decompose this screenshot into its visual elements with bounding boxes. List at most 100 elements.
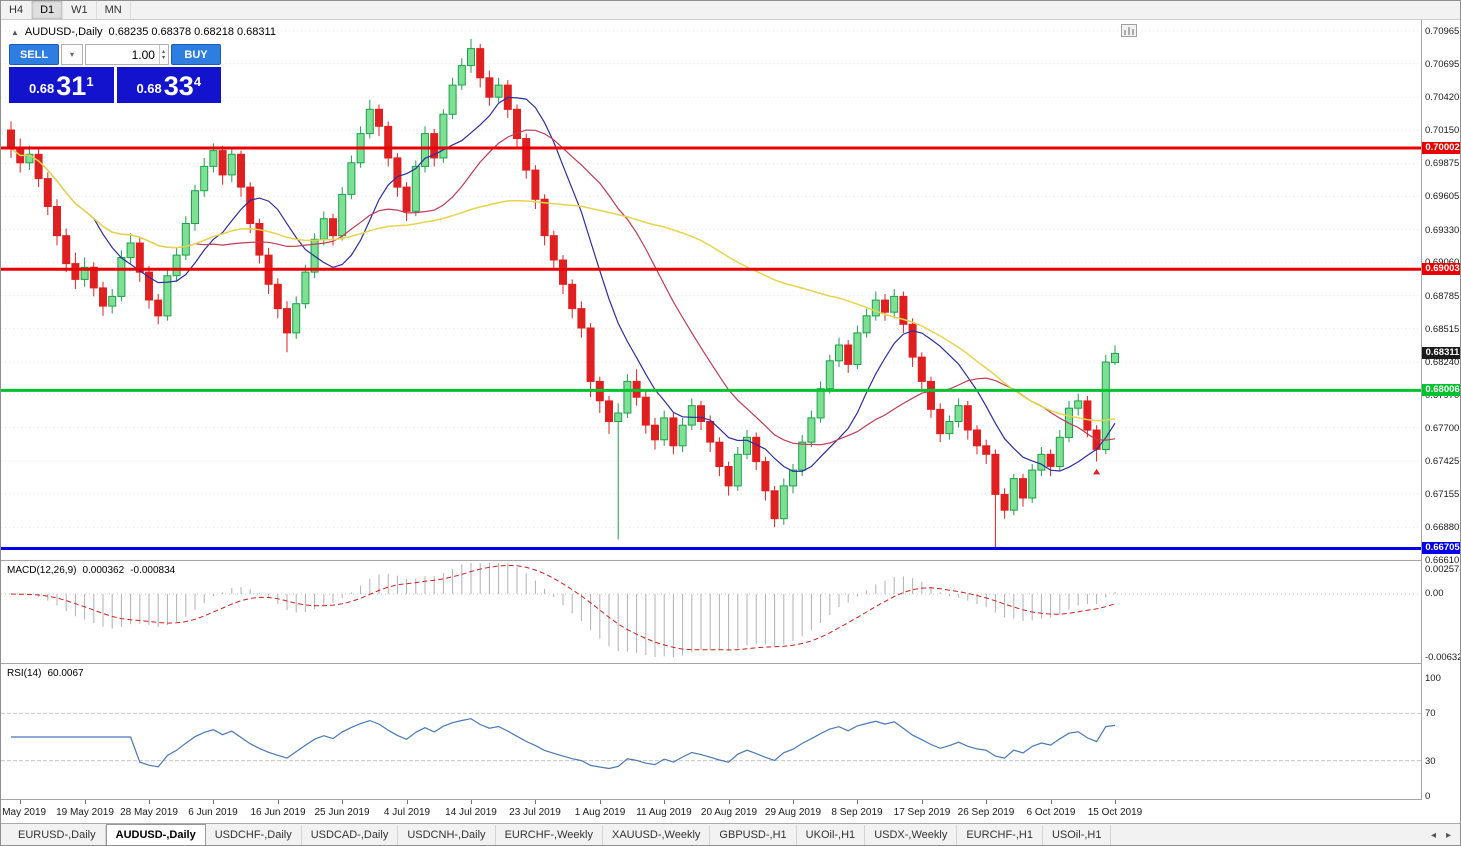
chart-tab-usdchf-daily[interactable]: USDCHF-,Daily: [206, 825, 302, 845]
collapse-panel-icon[interactable]: ▲: [11, 27, 19, 37]
date-label: 11 Aug 2019: [636, 807, 692, 818]
timeframe-button-mn[interactable]: MN: [97, 1, 131, 19]
chart-title: ▲ AUDUSD-,Daily 0.68235 0.68378 0.68218 …: [11, 26, 276, 38]
macd-signal-value: -0.000834: [130, 565, 176, 576]
chart-window-icon[interactable]: [1121, 24, 1137, 37]
price-tick-label: 0.67425: [1425, 456, 1460, 467]
buy-price-pips: 33: [163, 71, 194, 101]
lot-dropdown[interactable]: ▾: [61, 44, 83, 65]
rsi-pane[interactable]: RSI(14) 60.0067: [1, 664, 1421, 799]
date-label: 19 May 2019: [56, 807, 114, 818]
spinner-down-icon[interactable]: ▾: [161, 54, 165, 61]
date-tick: [342, 800, 343, 804]
buy-price-prefix: 0.68: [136, 81, 162, 96]
timeframe-button-w1[interactable]: W1: [63, 1, 97, 19]
date-label: 9 May 2019: [1, 807, 47, 818]
chart-tab-usoil-h1[interactable]: USOil-,H1: [1043, 825, 1112, 845]
date-label: 6 Oct 2019: [1026, 807, 1076, 818]
date-label: 26 Sep 2019: [957, 807, 1015, 818]
price-level-badge: 0.69003: [1422, 263, 1460, 275]
date-tick: [407, 800, 408, 804]
macd-pane[interactable]: MACD(12,26,9) 0.000362 -0.000834: [1, 561, 1421, 663]
price-tick-label: 0.66610: [1425, 555, 1460, 566]
date-tick: [857, 800, 858, 804]
chart-tab-xauusd-weekly[interactable]: XAUUSD-,Weekly: [603, 825, 711, 845]
sell-button[interactable]: SELL: [9, 44, 59, 65]
chart-tab-ukoil-h1[interactable]: UKOil-,H1: [797, 825, 866, 845]
date-tick: [213, 800, 214, 804]
chart-tab-audusd-daily[interactable]: AUDUSD-,Daily: [105, 824, 206, 845]
price-tick-label: 0.69605: [1425, 191, 1460, 202]
price-tick-label: 0.66880: [1425, 522, 1460, 533]
rsi-value: 60.0067: [47, 668, 84, 679]
chart-tab-usdcnh-daily[interactable]: USDCNH-,Daily: [398, 825, 496, 845]
date-tick: [85, 800, 86, 804]
rsi-chart: [1, 712, 1421, 770]
pane-separator[interactable]: [1, 663, 1460, 664]
price-tick-label: 0.70695: [1425, 59, 1460, 70]
sell-price-pips: 31: [56, 71, 87, 101]
date-label: 14 Jul 2019: [445, 807, 497, 818]
date-label: 1 Aug 2019: [574, 807, 626, 818]
date-tick: [278, 800, 279, 804]
date-label: 4 Jul 2019: [383, 807, 431, 818]
timeframe-button-h4[interactable]: H4: [1, 1, 33, 19]
price-tick-label: 0.68515: [1425, 324, 1460, 335]
price-tick-label: 0.69330: [1425, 225, 1460, 236]
buy-button[interactable]: BUY: [171, 44, 221, 65]
date-label: 29 Aug 2019: [764, 807, 822, 818]
date-label: 15 Oct 2019: [1087, 807, 1143, 818]
date-tick: [793, 800, 794, 804]
date-label: 23 Jul 2019: [509, 807, 561, 818]
buy-price-display[interactable]: 0.68 33 4: [116, 67, 221, 103]
main-chart-pane[interactable]: ▲ AUDUSD-,Daily 0.68235 0.68378 0.68218 …: [1, 20, 1421, 560]
macd-axis-label: -0.006326: [1425, 652, 1460, 663]
scroll-left-icon[interactable]: ◂: [1430, 830, 1436, 841]
price-tick-label: 0.70150: [1425, 125, 1460, 136]
price-level-badge: 0.68006: [1422, 384, 1460, 396]
buy-price-point: 4: [193, 74, 202, 89]
scroll-right-icon[interactable]: ▸: [1445, 830, 1451, 841]
date-tick: [471, 800, 472, 804]
pane-separator[interactable]: [1, 560, 1460, 561]
candlestick-chart[interactable]: [1, 20, 1421, 560]
timeframe-button-d1[interactable]: D1: [32, 1, 64, 19]
rsi-axis-label: 0: [1425, 791, 1431, 802]
time-axis[interactable]: 9 May 2019 19 May 2019 28 May 2019 6 Jun 20…: [1, 800, 1421, 823]
sell-price-display[interactable]: 0.68 31 1: [9, 67, 114, 103]
price-tick-label: 0.69875: [1425, 158, 1460, 169]
price-tick-label: 0.68785: [1425, 291, 1460, 302]
sell-price-prefix: 0.68: [28, 81, 55, 96]
rsi-title: RSI(14) 60.0067: [7, 668, 84, 679]
chart-tabs-bar: EURUSD-,Daily AUDUSD-,Daily USDCHF-,Daily U…: [1, 823, 1460, 845]
rsi-name: RSI(14): [7, 668, 42, 679]
chart-tab-usdx-weekly[interactable]: USDX-,Weekly: [865, 825, 958, 845]
price-tick-label: 0.67700: [1425, 423, 1460, 434]
chart-tab-gbpusd-h1[interactable]: GBPUSD-,H1: [710, 825, 797, 845]
chart-tab-eurusd-daily[interactable]: EURUSD-,Daily: [9, 825, 106, 845]
price-tick-label: 0.70965: [1425, 26, 1460, 37]
price-level-badge: 0.70002: [1422, 142, 1460, 154]
chart-tab-eurchf-h1[interactable]: EURCHF-,H1: [957, 825, 1043, 845]
chart-tab-eurchf-weekly[interactable]: EURCHF-,Weekly: [496, 825, 603, 845]
date-tick: [20, 800, 21, 804]
price-axis[interactable]: 0.70965 0.70695 0.70420 0.70150 0.69875 0.696…: [1421, 20, 1460, 802]
chart-tab-usdcad-daily[interactable]: USDCAD-,Daily: [302, 825, 399, 845]
date-label: 25 Jun 2019: [314, 807, 370, 818]
lot-spinner: ▴ ▾: [158, 45, 167, 64]
price-tick-label: 0.68240: [1425, 357, 1460, 368]
rsi-axis-label: 30: [1425, 756, 1436, 767]
date-tick: [664, 800, 665, 804]
price-level-badge: 0.66705: [1422, 542, 1460, 554]
lot-value: 1.00: [131, 47, 155, 62]
lot-size-input[interactable]: 1.00 ▴ ▾: [85, 44, 169, 65]
current-price-badge: 0.68311: [1422, 347, 1460, 359]
rsi-axis-label: 70: [1425, 708, 1436, 719]
spinner-up-icon[interactable]: ▴: [161, 48, 165, 55]
pane-separator: [1, 799, 1460, 800]
macd-value: 0.000362: [82, 565, 125, 576]
date-tick: [729, 800, 730, 804]
date-label: 16 Jun 2019: [250, 807, 306, 818]
macd-chart: [1, 563, 1421, 658]
